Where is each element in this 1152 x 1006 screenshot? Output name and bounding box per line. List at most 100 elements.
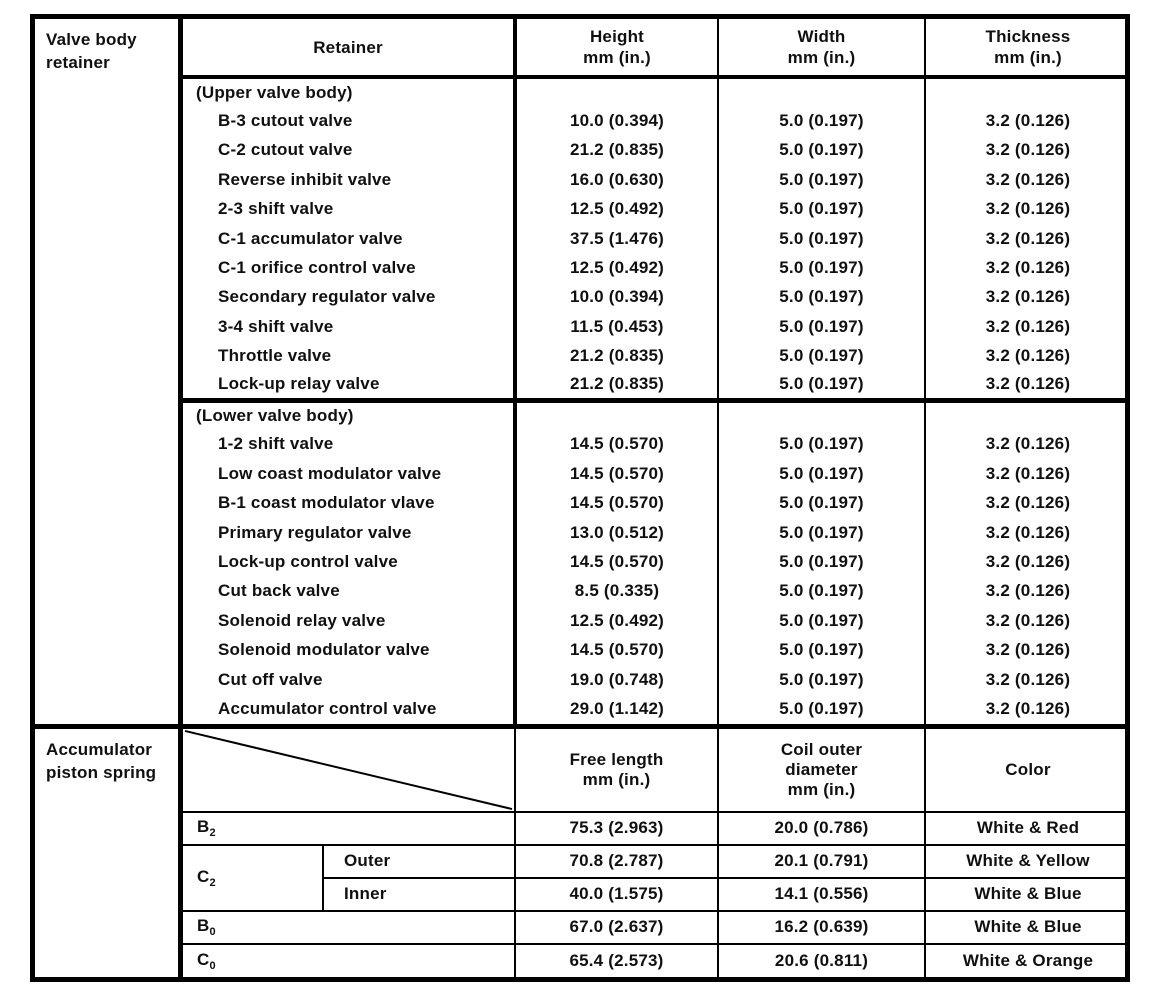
free-length-header-line2: mm (in.)	[582, 769, 651, 789]
valve-name-cell: 1-2 shift valve	[183, 429, 517, 460]
color-header: Color	[925, 728, 1130, 813]
width-header: Width mm (in.)	[718, 19, 926, 79]
valve-row: 3-4 shift valve 11.5 (0.453) 5.0 (0.197) 3.…	[183, 312, 1130, 342]
thickness-cell: 3.2 (0.126)	[985, 258, 1071, 278]
valve-row: Accumulator control valve 29.0 (1.142) 5.0…	[183, 694, 1130, 724]
valve-name-cell: Cut back valve	[183, 576, 517, 607]
height-header-title: Height	[589, 27, 645, 46]
color-cell: White & Orange	[925, 942, 1130, 977]
height-header: Height mm (in.)	[515, 19, 719, 79]
width-cell: 5.0 (0.197)	[718, 606, 926, 636]
thickness-cell: 3.2 (0.126)	[985, 111, 1071, 131]
spring-label-cell: B0	[183, 909, 516, 944]
height-cell: 12.5 (0.492)	[515, 606, 719, 636]
valve-body-table-area: Retainer Height mm (in.) Width mm (in.) …	[183, 19, 1130, 724]
spring-label-base: C	[197, 866, 210, 886]
group-heading-row: (Upper valve body)	[183, 77, 1130, 107]
width-cell: 5.0 (0.197)	[718, 635, 926, 665]
height-cell	[515, 77, 719, 107]
height-cell: 11.5 (0.453)	[515, 312, 719, 342]
width-cell: 5.0 (0.197)	[718, 664, 926, 695]
coil-od-cell: 20.0 (0.786)	[718, 810, 926, 845]
thickness-cell: 3.2 (0.126)	[985, 228, 1071, 248]
thickness-cell: 3.2 (0.126)	[985, 434, 1071, 454]
spring-row: B0 67.0 (2.637) 16.2 (0.639) White & Blue	[183, 909, 1130, 944]
height-cell: 14.5 (0.570)	[515, 488, 719, 518]
valve-row: Solenoid relay valve 12.5 (0.492) 5.0 (0.1…	[183, 606, 1130, 636]
width-cell	[718, 397, 926, 430]
spring-row: B2 75.3 (2.963) 20.0 (0.786) White & Red	[183, 810, 1130, 845]
coil-od-cell: 14.1 (0.556)	[718, 876, 926, 911]
height-cell: 10.0 (0.394)	[515, 106, 719, 136]
valve-row: B-1 coast modulator vlave 14.5 (0.570) 5.0…	[183, 488, 1130, 518]
thickness-cell: 3.2 (0.126)	[985, 551, 1071, 571]
spring-label-base: B	[197, 817, 210, 837]
valve-name-cell: C-1 orifice control valve	[183, 253, 517, 283]
height-cell: 10.0 (0.394)	[515, 282, 719, 313]
valve-row: Throttle valve 21.2 (0.835) 5.0 (0.197) 3.2…	[183, 341, 1130, 371]
valve-name-cell: Low coast modulator valve	[183, 459, 517, 489]
spring-rows-body: B2 75.3 (2.963) 20.0 (0.786) White & Red C2 O…	[183, 810, 1130, 977]
retainer-header: Retainer	[183, 19, 517, 79]
spring-label-base: C	[197, 949, 210, 969]
accumulator-header-row: Free length mm (in.) Coil outer diameter…	[183, 728, 1130, 813]
coil-od-cell: 20.1 (0.791)	[718, 843, 926, 878]
valve-row: B-3 cutout valve 10.0 (0.394) 5.0 (0.197) 3…	[183, 106, 1130, 136]
height-cell: 14.5 (0.570)	[515, 429, 719, 460]
valve-row: Reverse inhibit valve 16.0 (0.630) 5.0 (0.…	[183, 165, 1130, 195]
thickness-cell: 3.2 (0.126)	[985, 169, 1071, 189]
height-cell: 19.0 (0.748)	[515, 664, 719, 695]
group-heading: (Upper valve body)	[183, 77, 517, 107]
valve-row: Solenoid modulator valve 14.5 (0.570) 5.0 …	[183, 635, 1130, 665]
spring-label-base: B	[197, 916, 210, 936]
diagonal-line-icon	[184, 729, 513, 810]
valve-name-cell: Primary regulator valve	[183, 517, 517, 548]
height-cell: 16.0 (0.630)	[515, 165, 719, 195]
valve-name-cell: Solenoid modulator valve	[183, 635, 517, 665]
width-cell: 5.0 (0.197)	[718, 694, 926, 724]
accumulator-side-label: Accumulator piston spring	[35, 728, 183, 977]
width-header-title: Width	[797, 27, 846, 46]
free-length-cell: 70.8 (2.787)	[515, 843, 719, 878]
valve-row: Lock-up relay valve 21.2 (0.835) 5.0 (0.19…	[183, 370, 1130, 401]
width-cell	[718, 77, 926, 107]
valve-row: Low coast modulator valve 14.5 (0.570) 5.0…	[183, 459, 1130, 489]
width-cell: 5.0 (0.197)	[718, 194, 926, 224]
width-cell: 5.0 (0.197)	[718, 576, 926, 607]
height-cell	[515, 397, 719, 430]
valve-name-cell: Cut off valve	[183, 664, 517, 695]
width-cell: 5.0 (0.197)	[718, 312, 926, 342]
height-cell: 21.2 (0.835)	[515, 370, 719, 401]
spring-label-cell: C2	[183, 843, 324, 911]
accumulator-table: Free length mm (in.) Coil outer diameter…	[183, 728, 1130, 977]
width-cell: 5.0 (0.197)	[718, 135, 926, 166]
width-cell: 5.0 (0.197)	[718, 429, 926, 460]
coil-diameter-header: Coil outer diameter mm (in.)	[718, 728, 926, 813]
color-cell: White & Blue	[925, 909, 1130, 944]
thickness-cell: 3.2 (0.126)	[985, 581, 1071, 601]
height-cell: 14.5 (0.570)	[515, 547, 719, 577]
thickness-cell: 3.2 (0.126)	[985, 374, 1071, 394]
diagonal-cell	[183, 728, 516, 813]
valve-row: C-2 cutout valve 21.2 (0.835) 5.0 (0.197) 3…	[183, 135, 1130, 166]
width-cell: 5.0 (0.197)	[718, 106, 926, 136]
width-cell: 5.0 (0.197)	[718, 547, 926, 577]
valve-row: 2-3 shift valve 12.5 (0.492) 5.0 (0.197) 3.…	[183, 194, 1130, 224]
valve-row: C-1 orifice control valve 12.5 (0.492) 5.0…	[183, 253, 1130, 283]
spring-row: Inner 40.0 (1.575) 14.1 (0.556) White & Blu…	[183, 876, 1130, 911]
height-cell: 14.5 (0.570)	[515, 459, 719, 489]
color-cell: White & Blue	[925, 876, 1130, 911]
spring-label-subscript: 2	[209, 876, 216, 889]
spring-label-cell: B2	[183, 810, 516, 845]
thickness-cell: 3.2 (0.126)	[985, 346, 1071, 366]
valve-name-cell: B-1 coast modulator vlave	[183, 488, 517, 518]
free-length-cell: 65.4 (2.573)	[515, 942, 719, 977]
height-cell: 12.5 (0.492)	[515, 194, 719, 224]
width-cell: 5.0 (0.197)	[718, 165, 926, 195]
height-cell: 12.5 (0.492)	[515, 253, 719, 283]
thickness-cell	[925, 397, 1130, 430]
thickness-cell: 3.2 (0.126)	[985, 199, 1071, 219]
valve-row: Cut back valve 8.5 (0.335) 5.0 (0.197) 3.2 …	[183, 576, 1130, 607]
coil-od-cell: 16.2 (0.639)	[718, 909, 926, 944]
